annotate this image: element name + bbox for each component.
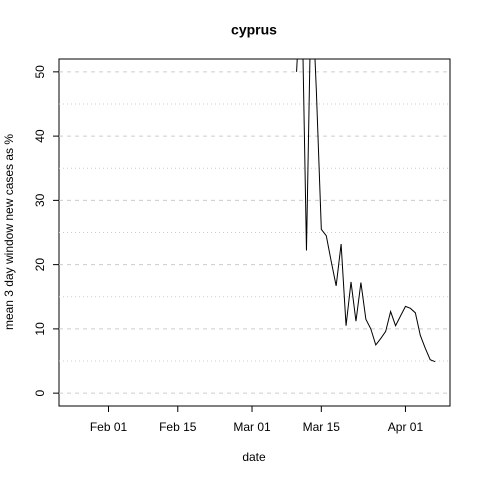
series-line: [296, 59, 436, 363]
y-tick-label: 20: [33, 258, 47, 272]
x-tick-label: Mar 15: [303, 420, 341, 434]
y-axis-label: mean 3 day window new cases as %: [2, 134, 16, 330]
x-tick-label: Feb 01: [90, 420, 128, 434]
y-tick-label: 0: [33, 389, 47, 396]
y-tick-label: 10: [33, 322, 47, 336]
chart-title: cyprus: [231, 22, 277, 38]
y-tick-label: 40: [33, 129, 47, 143]
x-tick-label: Apr 01: [388, 420, 424, 434]
x-tick-label: Mar 01: [233, 420, 271, 434]
x-axis-label: date: [242, 450, 266, 464]
x-tick-label: Feb 15: [159, 420, 197, 434]
y-tick-label: 50: [33, 65, 47, 79]
y-tick-label: 30: [33, 193, 47, 207]
